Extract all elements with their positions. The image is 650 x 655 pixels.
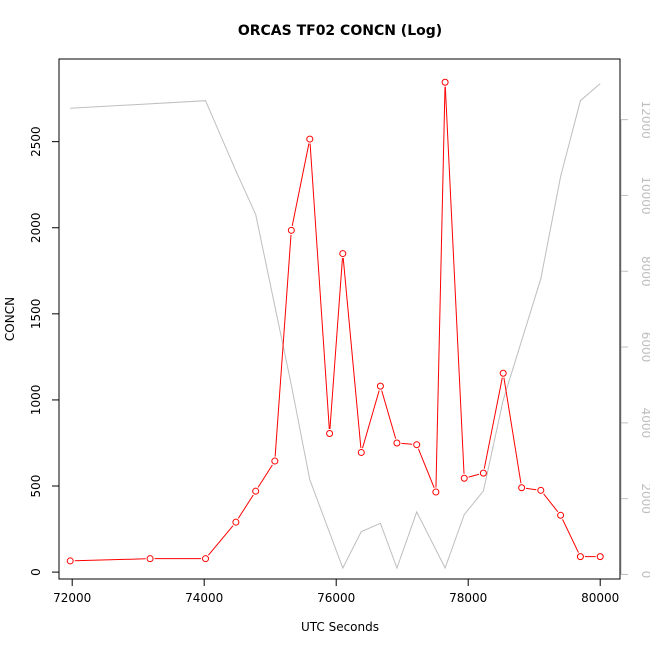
y-right-tick-label: 6000	[639, 332, 650, 363]
y-axis-left: 0 500 1000 1500 2000 2500	[29, 126, 59, 576]
series-segment	[543, 493, 559, 513]
data-point	[413, 441, 421, 449]
series-segment	[208, 525, 234, 556]
series-segment	[291, 143, 310, 227]
data-point	[232, 518, 240, 526]
series-segment	[483, 377, 503, 469]
data-point	[479, 469, 487, 477]
data-point	[287, 226, 295, 234]
data-point	[252, 487, 260, 495]
series-segment	[237, 494, 254, 519]
data-point	[357, 448, 365, 456]
data-point	[202, 555, 210, 563]
y-left-tick-label: 2000	[29, 212, 43, 243]
y-right-tick-label: 10000	[639, 176, 650, 214]
x-axis-label: UTC Seconds	[301, 620, 379, 634]
y-right-tick-label: 4000	[639, 408, 650, 439]
data-point	[557, 511, 565, 519]
series-segment	[401, 442, 413, 445]
data-point	[499, 369, 507, 377]
series-segment	[309, 143, 330, 430]
series-segment	[435, 86, 446, 488]
series-segment	[503, 377, 522, 484]
series-segment	[342, 258, 362, 449]
series-segment	[274, 234, 292, 457]
series-layer	[66, 78, 604, 570]
series-segment	[468, 473, 480, 478]
y-right-tick-label: 2000	[639, 483, 650, 514]
data-point	[537, 486, 545, 494]
data-point	[576, 553, 584, 561]
series-segment	[562, 519, 579, 553]
y-left-tick-label: 2500	[29, 126, 43, 157]
series-line-right	[70, 83, 601, 570]
data-point	[306, 135, 314, 143]
y-axis-label: CONCN	[3, 297, 17, 341]
y-left-tick-label: 500	[29, 475, 43, 498]
y-right-tick-label: 8000	[639, 256, 650, 287]
data-point	[326, 430, 334, 438]
data-point	[518, 484, 526, 492]
data-point	[441, 78, 449, 86]
chart-title: ORCAS TF02 CONCN (Log)	[238, 23, 442, 39]
data-point	[146, 555, 154, 563]
y-axis-right: 0 2000 4000 6000 8000 10000 12000	[620, 101, 650, 579]
x-axis: 72000 74000 76000 78000 80000	[53, 579, 619, 605]
y-left-tick-label: 1500	[29, 299, 43, 330]
x-tick-label: 74000	[185, 591, 223, 605]
series-segment	[329, 258, 343, 430]
x-tick-label: 76000	[317, 591, 355, 605]
data-point	[339, 250, 347, 258]
series-segment	[362, 390, 380, 449]
data-point	[460, 474, 468, 482]
data-point	[271, 457, 279, 465]
data-point	[66, 557, 74, 565]
x-tick-label: 80000	[581, 591, 619, 605]
x-tick-label: 78000	[449, 591, 487, 605]
series-segment	[526, 487, 537, 491]
data-point	[432, 488, 440, 496]
y-right-tick-label: 0	[639, 571, 650, 579]
data-point	[376, 382, 384, 390]
series-segment	[417, 448, 435, 489]
y-left-tick-label: 0	[29, 568, 43, 576]
data-point	[393, 439, 401, 447]
y-left-tick-label: 1000	[29, 385, 43, 416]
x-tick-label: 72000	[53, 591, 91, 605]
series-segment	[444, 86, 465, 474]
series-segment	[257, 464, 273, 488]
y-right-tick-label: 12000	[639, 101, 650, 139]
plot-frame	[58, 58, 621, 580]
series-segment	[381, 390, 397, 439]
data-point	[596, 553, 604, 561]
series-segment	[74, 558, 146, 562]
